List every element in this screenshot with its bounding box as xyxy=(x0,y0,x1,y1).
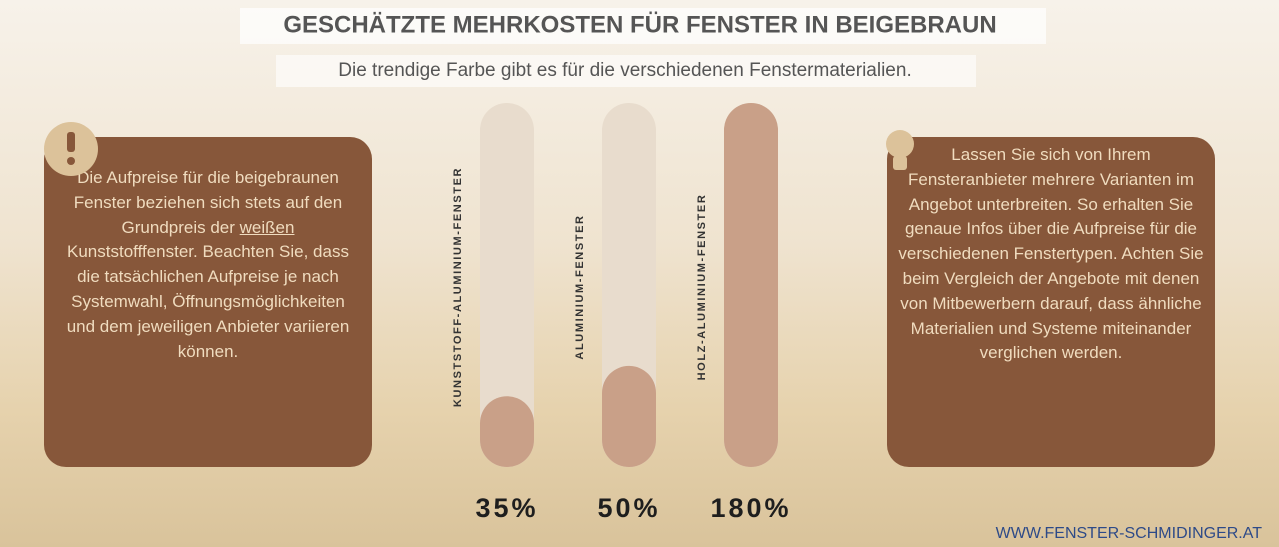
right-note: Lassen Sie sich von Ihrem Fensteranbiete… xyxy=(898,145,1204,363)
value-label: 35% xyxy=(475,493,538,523)
bar xyxy=(480,396,534,467)
bar xyxy=(724,103,778,467)
chart-subtitle: Die trendige Farbe gibt es für die versc… xyxy=(338,60,911,81)
category-label: ALUMINIUM-FENSTER xyxy=(574,214,586,359)
title-bg xyxy=(240,8,1046,44)
bar-track xyxy=(480,103,534,467)
subtitle-bg xyxy=(276,55,976,87)
footer: WWW.FENSTER-SCHMIDINGER.AT xyxy=(996,525,1263,542)
category-label: KUNSTSTOFF-ALUMINIUM-FENSTER xyxy=(452,167,464,407)
warning-icon xyxy=(67,157,75,165)
note-emphasis: weißen xyxy=(239,217,295,237)
bar xyxy=(602,365,656,467)
left-box xyxy=(44,137,372,467)
value-label: 50% xyxy=(597,493,660,523)
bulb-icon xyxy=(886,130,914,158)
note-text: Die Aufpreise für die beigebraunen Fenst… xyxy=(73,168,343,237)
right-box xyxy=(887,137,1215,467)
warning-icon xyxy=(67,132,75,152)
left-note: Die Aufpreise für die beigebraunen Fenst… xyxy=(58,166,358,364)
category-label: HOLZ-ALUMINIUM-FENSTER xyxy=(696,194,708,381)
note-text: Kunststofffenster. Beachten Sie, dass di… xyxy=(66,242,350,361)
bulb-icon xyxy=(893,156,907,170)
chart-title: GESCHÄTZTE MEHRKOSTEN FÜR FENSTER IN BEI… xyxy=(283,11,996,38)
value-label: 180% xyxy=(710,493,791,523)
